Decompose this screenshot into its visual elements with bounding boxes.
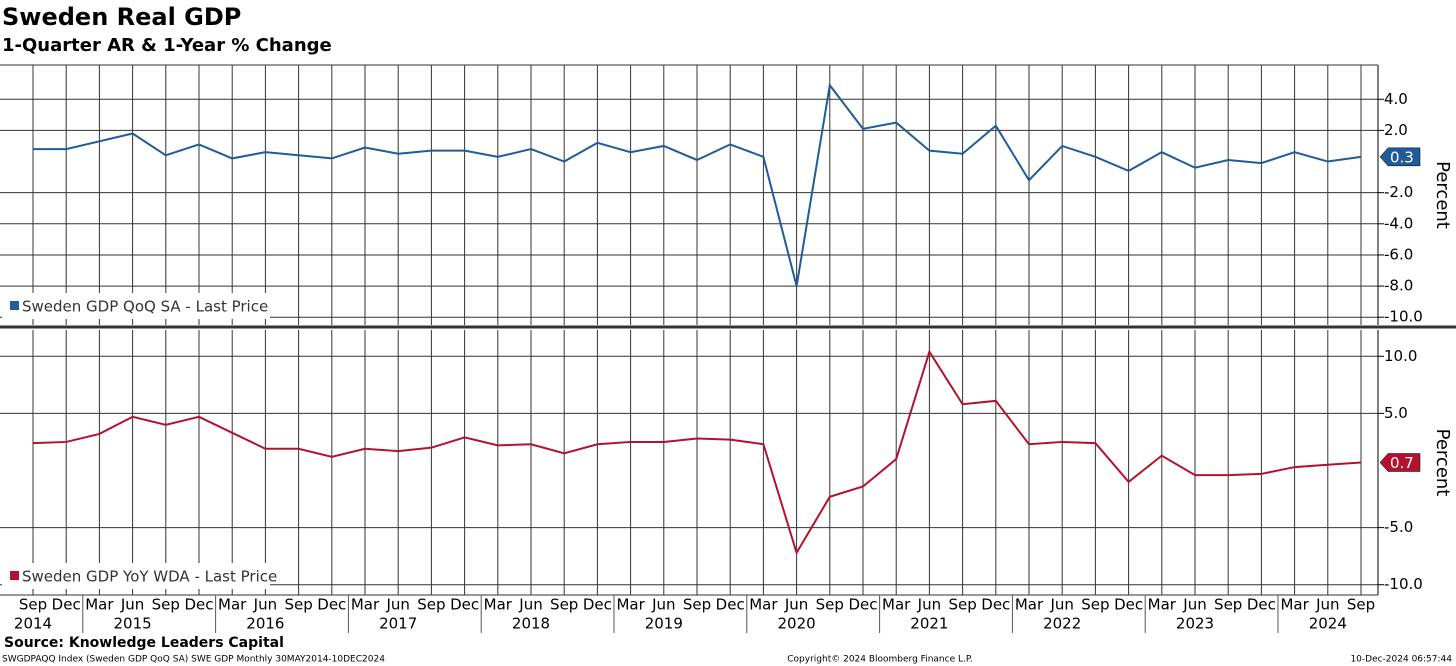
x-tick-label: Sep [417, 596, 445, 614]
x-tick-label: Sep [19, 596, 47, 614]
footer-left: SWGDPAQQ Index (Sweden GDP QoQ SA) SWE G… [2, 655, 385, 665]
last-value-label: 0.7 [1390, 454, 1414, 472]
x-tick-label: Mar [351, 596, 380, 614]
y-tick-label: 5.0 [1384, 404, 1408, 422]
x-tick-label: Jun [1182, 596, 1206, 614]
x-tick-label: Dec [1247, 596, 1276, 614]
x-tick-label: Dec [184, 596, 213, 614]
y-tick-label: -6.0 [1384, 245, 1413, 263]
x-tick-label: Dec [317, 596, 346, 614]
x-tick-label: Sep [1214, 596, 1242, 614]
last-value-label: 0.3 [1390, 148, 1414, 166]
legend-box [2, 563, 270, 589]
x-year-label: 2021 [910, 615, 948, 633]
x-tick-label: Mar [1015, 596, 1044, 614]
x-tick-label: Sep [284, 596, 312, 614]
footer-right: 10-Dec-2024 06:57:44 [1350, 655, 1452, 665]
x-tick-label: Mar [218, 596, 247, 614]
x-tick-label: Mar [1280, 596, 1309, 614]
x-tick-label: Sep [550, 596, 578, 614]
series-line [33, 82, 1362, 287]
chart-subtitle: 1-Quarter AR & 1-Year % Change [2, 35, 332, 56]
y-tick-label: 2.0 [1384, 121, 1408, 139]
chart-title: Sweden Real GDP [2, 3, 241, 31]
y-tick-label: -5.0 [1384, 518, 1413, 536]
legend-swatch [10, 571, 19, 580]
x-tick-label: Jun [1049, 596, 1073, 614]
x-tick-label: Dec [52, 596, 81, 614]
y-tick-label: -8.0 [1384, 277, 1413, 295]
x-tick-label: Mar [484, 596, 513, 614]
x-tick-label: Jun [120, 596, 144, 614]
x-tick-label: Sep [683, 596, 711, 614]
x-year-label: 2022 [1043, 615, 1081, 633]
x-tick-label: Sep [1347, 596, 1375, 614]
y-axis-label: Percent [1432, 161, 1453, 229]
y-tick-label: -10.0 [1384, 308, 1423, 326]
x-tick-label: Jun [518, 596, 542, 614]
legend-label: Sweden GDP QoQ SA - Last Price [22, 298, 268, 316]
y-tick-label: -4.0 [1384, 214, 1413, 232]
legend-label: Sweden GDP YoY WDA - Last Price [22, 568, 277, 586]
x-year-label: 2016 [246, 615, 284, 633]
x-tick-label: Dec [583, 596, 612, 614]
y-tick-label: -2.0 [1384, 183, 1413, 201]
x-year-label: 2018 [512, 615, 550, 633]
x-tick-label: Sep [816, 596, 844, 614]
x-tick-label: Jun [917, 596, 941, 614]
x-year-label: 2019 [645, 615, 683, 633]
x-year-label: 2015 [114, 615, 152, 633]
x-tick-label: Jun [651, 596, 675, 614]
x-year-label: 2023 [1176, 615, 1214, 633]
legend-box [2, 293, 270, 319]
x-tick-label: Mar [1148, 596, 1177, 614]
x-tick-label: Mar [749, 596, 778, 614]
x-tick-label: Mar [882, 596, 911, 614]
x-tick-label: Sep [948, 596, 976, 614]
footer-center: Copyright© 2024 Bloomberg Finance L.P. [787, 655, 972, 665]
last-value-box [1379, 147, 1421, 167]
series-line [32, 349, 1362, 556]
x-tick-label: Dec [450, 596, 479, 614]
last-value-box [1379, 453, 1421, 472]
x-tick-label: Jun [784, 596, 808, 614]
x-tick-label: Dec [848, 596, 877, 614]
x-tick-label: Jun [385, 596, 409, 614]
x-tick-label: Mar [616, 596, 645, 614]
x-tick-label: Jun [253, 596, 277, 614]
source: Source: Knowledge Leaders Capital [4, 635, 284, 651]
x-year-label: 2020 [778, 615, 816, 633]
x-tick-label: Dec [981, 596, 1010, 614]
y-axis-label: Percent [1432, 429, 1453, 497]
x-tick-label: Mar [85, 596, 114, 614]
y-tick-label: 10.0 [1384, 347, 1417, 365]
x-tick-label: Sep [152, 596, 180, 614]
x-year-label: 2024 [1309, 615, 1347, 633]
x-tick-label: Jun [1315, 596, 1339, 614]
y-tick-label: -10.0 [1384, 575, 1423, 593]
x-year-label: 2017 [379, 615, 417, 633]
x-tick-label: Sep [1081, 596, 1109, 614]
y-tick-label: 4.0 [1384, 90, 1408, 108]
x-year-label: 2014 [14, 615, 52, 633]
legend-swatch [10, 301, 19, 310]
x-tick-label: Dec [716, 596, 745, 614]
x-tick-label: Dec [1114, 596, 1143, 614]
